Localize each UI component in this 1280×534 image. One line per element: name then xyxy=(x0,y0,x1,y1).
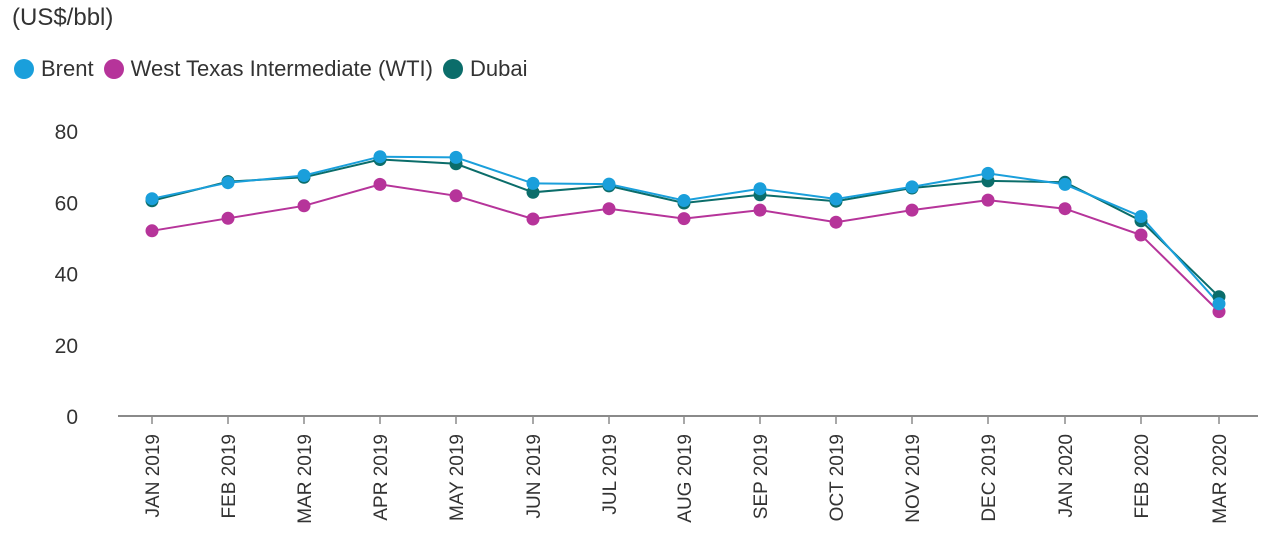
data-point xyxy=(753,203,767,217)
data-point xyxy=(602,202,616,216)
x-tick-label: MAR 2020 xyxy=(1210,434,1231,524)
data-point xyxy=(981,166,995,180)
x-tick-label: APR 2019 xyxy=(371,434,392,521)
x-tick-label: JUN 2019 xyxy=(524,434,545,519)
data-point xyxy=(829,215,843,229)
legend-label-dubai: Dubai xyxy=(469,56,528,81)
data-point xyxy=(1058,202,1072,216)
y-tick-label: 80 xyxy=(55,121,78,144)
x-tick-label: JAN 2020 xyxy=(1056,434,1077,517)
data-point xyxy=(829,192,843,206)
data-point xyxy=(221,211,235,225)
x-tick-label: MAR 2019 xyxy=(295,434,316,524)
legend-label-brent: Brent xyxy=(41,56,94,81)
legend-label-wti: West Texas Intermediate (WTI) xyxy=(130,56,433,81)
x-tick-label: NOV 2019 xyxy=(903,434,924,523)
data-point xyxy=(449,189,463,203)
data-point xyxy=(297,199,311,213)
x-tick-label: SEP 2019 xyxy=(751,434,772,519)
data-point xyxy=(1058,177,1072,191)
legend-swatch-dubai xyxy=(442,59,463,79)
data-point xyxy=(905,180,919,194)
legend-swatch-wti xyxy=(103,59,124,79)
data-point xyxy=(373,177,387,191)
x-tick-label: JUL 2019 xyxy=(600,434,621,515)
x-tick-label: DEC 2019 xyxy=(979,434,1000,522)
data-point xyxy=(145,224,159,238)
data-point xyxy=(221,176,235,190)
y-tick-label: 60 xyxy=(55,192,78,215)
legend-item-wti: West Texas Intermediate (WTI) xyxy=(103,56,433,82)
data-point xyxy=(526,185,540,199)
x-tick-label: MAY 2019 xyxy=(447,434,468,521)
legend-swatch-brent xyxy=(14,59,34,79)
data-point xyxy=(677,212,691,226)
data-point xyxy=(1134,228,1148,242)
data-point xyxy=(981,193,995,207)
y-tick-label: 40 xyxy=(55,264,78,287)
data-point xyxy=(297,169,311,182)
data-point xyxy=(1134,210,1148,223)
data-point xyxy=(373,150,387,164)
data-point xyxy=(145,192,159,206)
legend-item-brent: Brent xyxy=(14,56,94,82)
chart-legend: Brent West Texas Intermediate (WTI) Duba… xyxy=(14,56,537,82)
y-tick-label: 20 xyxy=(55,335,78,358)
data-point xyxy=(602,177,616,191)
y-axis-unit-label: (US$/bbl) xyxy=(12,4,114,31)
legend-item-dubai: Dubai xyxy=(442,56,528,82)
data-point xyxy=(677,194,691,207)
data-point xyxy=(753,182,767,196)
x-tick-label: FEB 2019 xyxy=(219,434,240,519)
x-tick-label: AUG 2019 xyxy=(675,434,696,523)
data-point xyxy=(1212,297,1226,311)
x-tick-label: FEB 2020 xyxy=(1132,434,1153,519)
data-point xyxy=(526,212,540,226)
y-tick-label: 0 xyxy=(66,406,78,429)
x-tick-label: JAN 2019 xyxy=(143,434,164,517)
series-line-0 xyxy=(151,155,1220,305)
data-point xyxy=(526,176,540,190)
x-tick-label: OCT 2019 xyxy=(827,434,848,521)
data-point xyxy=(449,150,463,164)
data-point xyxy=(905,203,919,217)
